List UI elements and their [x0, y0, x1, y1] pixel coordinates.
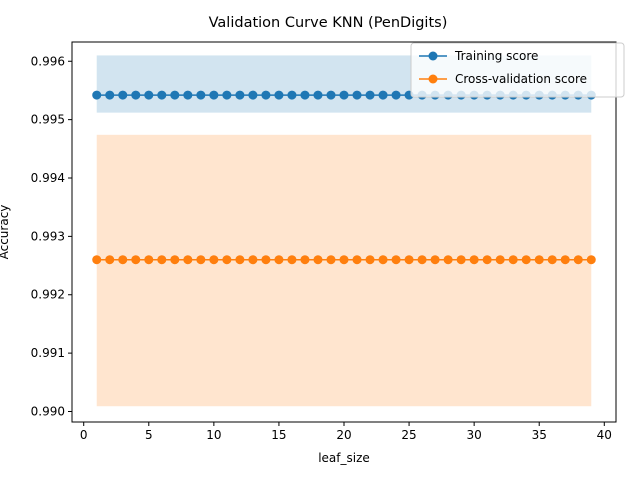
- point-series-1-22: [378, 255, 388, 265]
- legend-marker-training: [428, 51, 438, 61]
- point-series-1-25: [417, 255, 427, 265]
- x-tick-label-6: 30: [467, 428, 482, 442]
- point-series-1-23: [391, 255, 401, 265]
- x-axis-label: leaf_size: [318, 451, 370, 465]
- point-series-1-20: [352, 255, 362, 265]
- point-series-0-9: [209, 90, 219, 100]
- point-series-1-27: [443, 255, 453, 265]
- point-series-1-28: [456, 255, 466, 265]
- y-tick-label-4: 0.994: [31, 171, 65, 185]
- y-tick-label-1: 0.991: [31, 346, 65, 360]
- point-series-1-26: [430, 255, 440, 265]
- point-series-1-2: [118, 255, 128, 265]
- x-tick-label-0: 0: [80, 428, 88, 442]
- point-series-1-37: [573, 255, 583, 265]
- point-series-1-36: [560, 255, 570, 265]
- point-series-1-33: [521, 255, 531, 265]
- point-series-0-22: [378, 90, 388, 100]
- y-tick-label-5: 0.995: [31, 113, 65, 127]
- point-series-1-30: [482, 255, 492, 265]
- legend: Training score Cross-validation score: [410, 42, 625, 98]
- point-series-0-5: [157, 90, 167, 100]
- point-series-0-2: [118, 90, 128, 100]
- point-series-0-18: [326, 90, 336, 100]
- x-tick-label-5: 25: [401, 428, 416, 442]
- point-series-1-7: [183, 255, 193, 265]
- point-series-1-18: [326, 255, 336, 265]
- y-tick-label-0: 0.990: [31, 404, 65, 418]
- band-series-1: [96, 134, 592, 407]
- point-series-0-19: [339, 90, 349, 100]
- point-series-0-10: [222, 90, 232, 100]
- legend-label-training: Training score: [454, 49, 538, 63]
- point-series-0-14: [274, 90, 284, 100]
- point-series-0-21: [365, 90, 375, 100]
- point-series-1-15: [287, 255, 297, 265]
- point-series-1-9: [209, 255, 219, 265]
- point-series-1-16: [300, 255, 310, 265]
- point-series-1-5: [157, 255, 167, 265]
- legend-box: [410, 42, 625, 98]
- point-series-1-10: [222, 255, 232, 265]
- x-tick-label-4: 20: [336, 428, 351, 442]
- point-series-1-24: [404, 255, 414, 265]
- point-series-1-35: [547, 255, 557, 265]
- point-series-0-16: [300, 90, 310, 100]
- x-tick-label-1: 5: [145, 428, 153, 442]
- y-tick-label-6: 0.996: [31, 54, 65, 68]
- point-series-1-3: [131, 255, 141, 265]
- point-series-0-23: [391, 90, 401, 100]
- x-tick-label-2: 10: [206, 428, 221, 442]
- point-series-1-38: [586, 255, 596, 265]
- point-series-0-15: [287, 90, 297, 100]
- point-series-0-13: [261, 90, 271, 100]
- point-series-0-17: [313, 90, 323, 100]
- x-tick-label-3: 15: [271, 428, 286, 442]
- point-series-0-11: [235, 90, 245, 100]
- y-tick-label-2: 0.992: [31, 288, 65, 302]
- point-series-1-8: [196, 255, 206, 265]
- point-series-1-13: [261, 255, 271, 265]
- y-axis-label: Accuracy: [0, 205, 11, 260]
- point-series-1-4: [144, 255, 154, 265]
- point-series-1-11: [235, 255, 245, 265]
- point-series-0-8: [196, 90, 206, 100]
- point-series-0-3: [131, 90, 141, 100]
- point-series-1-31: [495, 255, 505, 265]
- confidence-bands: [96, 55, 592, 407]
- y-tick-label-3: 0.993: [31, 229, 65, 243]
- chart-title: Validation Curve KNN (PenDigits): [209, 15, 448, 31]
- x-tick-label-8: 40: [597, 428, 612, 442]
- point-series-0-6: [170, 90, 180, 100]
- point-series-1-32: [508, 255, 518, 265]
- point-series-1-1: [105, 255, 115, 265]
- point-series-1-12: [248, 255, 258, 265]
- point-series-0-0: [92, 90, 102, 100]
- point-series-1-34: [534, 255, 544, 265]
- point-series-1-29: [469, 255, 479, 265]
- point-series-0-20: [352, 90, 362, 100]
- point-series-1-6: [170, 255, 180, 265]
- point-series-0-4: [144, 90, 154, 100]
- point-series-1-19: [339, 255, 349, 265]
- y-axis-ticks: 0.990 0.991 0.992 0.993 0.994 0.995 0.996: [31, 54, 72, 418]
- point-series-1-17: [313, 255, 323, 265]
- x-axis-ticks: 0 5 10 15 20 25 30 35 40: [80, 422, 612, 442]
- point-series-1-0: [92, 255, 102, 265]
- x-tick-label-7: 35: [532, 428, 547, 442]
- legend-label-cv: Cross-validation score: [455, 72, 587, 86]
- point-series-1-14: [274, 255, 284, 265]
- legend-marker-cv: [428, 74, 438, 84]
- point-series-0-7: [183, 90, 193, 100]
- point-series-0-12: [248, 90, 258, 100]
- point-series-0-1: [105, 90, 115, 100]
- point-series-1-21: [365, 255, 375, 265]
